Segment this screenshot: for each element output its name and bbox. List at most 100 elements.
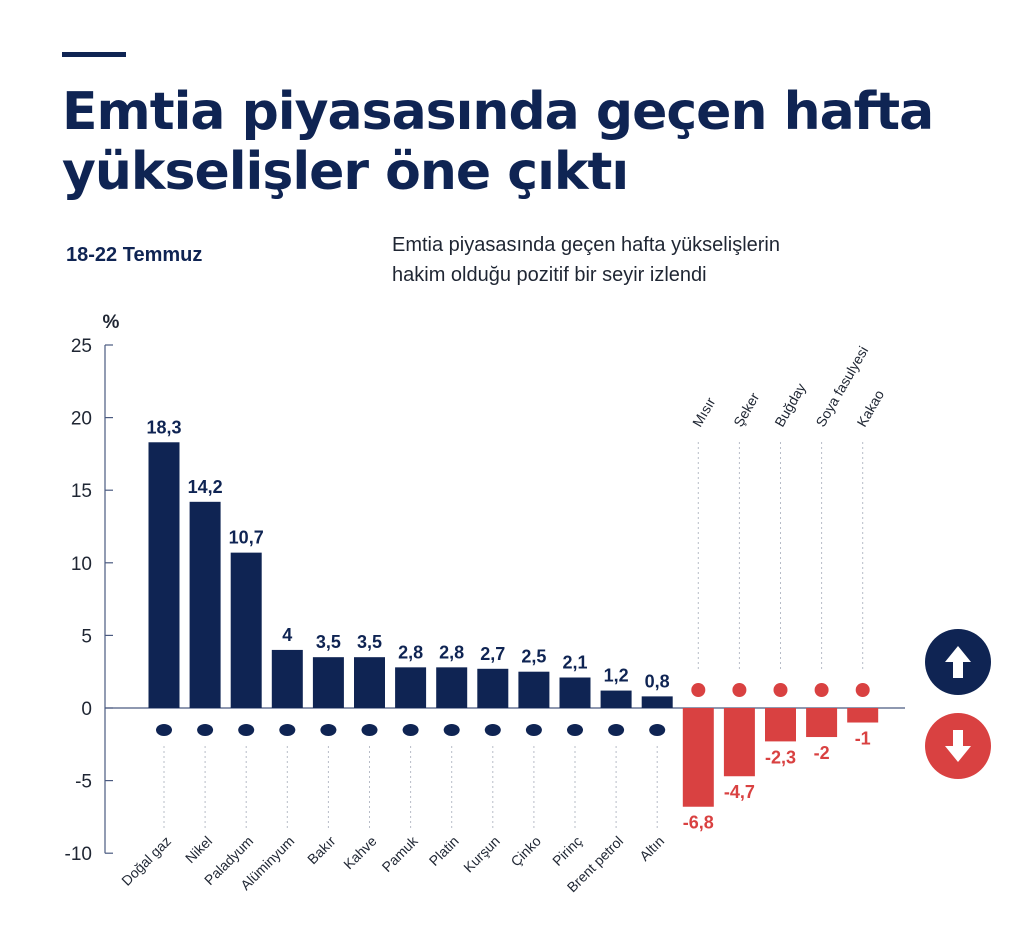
title-line-1: Emtia piyasasında geçen hafta xyxy=(62,82,934,142)
cocoa-icon xyxy=(855,683,870,697)
corn-icon xyxy=(691,683,706,697)
value-label: 1,2 xyxy=(604,666,629,686)
title-line-2: yükselişler öne çıktı xyxy=(62,142,629,202)
arrow-up-icon xyxy=(925,629,991,695)
category-label: Doğal gaz xyxy=(118,833,174,889)
bar-14 xyxy=(723,708,755,777)
bar-3 xyxy=(271,649,303,708)
wheat-icon xyxy=(773,683,788,697)
category-label: Buğday xyxy=(771,380,809,429)
sugar-icon xyxy=(732,683,747,697)
value-label: 0,8 xyxy=(645,671,670,691)
value-label: 3,5 xyxy=(316,632,341,652)
category-label: Nikel xyxy=(182,833,215,866)
description-line-2: hakim olduğu pozitif bir seyir izlendi xyxy=(392,264,707,286)
icon-shape xyxy=(279,724,296,736)
metal-bar-icon xyxy=(649,724,666,736)
y-tick-label: 20 xyxy=(71,409,92,430)
y-tick-label: 10 xyxy=(71,554,92,575)
bar-11 xyxy=(600,690,632,708)
icon-shape xyxy=(525,724,542,736)
metal-bar-icon xyxy=(238,724,255,736)
value-label: 18,3 xyxy=(146,417,181,437)
icon-shape xyxy=(361,724,378,736)
page-title: Emtia piyasasında geçen hafta yükselişle… xyxy=(62,82,962,202)
value-label: 2,5 xyxy=(521,647,546,667)
title-accent-rule xyxy=(62,52,126,57)
icon-shape xyxy=(773,683,788,697)
category-label: Altın xyxy=(636,833,667,864)
bar-16 xyxy=(806,708,838,738)
icon-shape xyxy=(443,724,460,736)
coffee-bean-icon xyxy=(361,724,378,736)
down-arrow-shape xyxy=(945,730,971,762)
bar-2 xyxy=(230,552,262,708)
category-label: Platin xyxy=(426,833,462,869)
value-label: -1 xyxy=(855,729,871,749)
chart-description: Emtia piyasasında geçen hafta yükselişle… xyxy=(392,230,912,290)
value-label: 2,8 xyxy=(439,642,464,662)
bar-9 xyxy=(518,671,550,708)
y-tick-label: -10 xyxy=(65,844,92,865)
metal-bar-icon xyxy=(525,724,542,736)
value-label: 2,7 xyxy=(480,644,505,664)
value-label: -2,3 xyxy=(765,747,796,767)
bar-4 xyxy=(312,657,344,708)
y-tick-label: 5 xyxy=(81,626,92,647)
icon-shape xyxy=(320,724,337,736)
icon-shape xyxy=(691,683,706,697)
up-arrow-shape xyxy=(945,646,971,678)
bar-10 xyxy=(559,677,591,708)
icon-shape xyxy=(156,724,172,736)
y-tick-label: 15 xyxy=(71,481,92,502)
date-range: 18-22 Temmuz xyxy=(66,244,203,266)
soybean-icon xyxy=(814,683,829,697)
icon-shape xyxy=(197,724,214,736)
category-label: Mısır xyxy=(689,394,719,429)
icon-shape xyxy=(732,683,747,697)
bar-7 xyxy=(436,667,468,708)
y-tick-label: -5 xyxy=(75,772,92,793)
icon-shape xyxy=(484,724,501,736)
bar-13 xyxy=(682,708,714,807)
rice-sack-icon xyxy=(567,724,583,736)
icon-shape xyxy=(238,724,255,736)
y-tick-label: 25 xyxy=(71,336,92,357)
description-line-1: Emtia piyasasında geçen hafta yükselişle… xyxy=(392,234,780,256)
icon-shape xyxy=(814,683,829,697)
bar-17 xyxy=(847,708,879,723)
bar-15 xyxy=(765,708,796,742)
category-label: Pirinç xyxy=(549,833,585,869)
metal-bar-icon xyxy=(443,724,460,736)
value-label: 14,2 xyxy=(188,477,223,497)
value-label: -2 xyxy=(814,743,830,763)
arrow-down-icon xyxy=(925,713,991,779)
icon-shape xyxy=(402,724,419,736)
icon-shape xyxy=(608,724,625,736)
flame-icon xyxy=(156,724,172,736)
bar-6 xyxy=(395,667,427,708)
metal-bar-icon xyxy=(197,724,214,736)
metal-bar-icon xyxy=(484,724,501,736)
value-label: 2,8 xyxy=(398,642,423,662)
bar-12 xyxy=(641,696,673,708)
bar-0 xyxy=(148,442,180,708)
category-label: Çinko xyxy=(507,833,544,870)
category-label: Bakır xyxy=(304,833,339,868)
value-label: 10,7 xyxy=(229,528,264,548)
y-tick-label: 0 xyxy=(81,699,92,720)
oil-barrel-icon xyxy=(608,724,625,736)
category-label: Kakao xyxy=(853,387,887,430)
value-label: 4 xyxy=(282,625,292,645)
bar-5 xyxy=(354,657,385,708)
category-label: Kurşun xyxy=(460,833,503,876)
y-axis-unit-label: % xyxy=(103,312,120,333)
bar-1 xyxy=(189,501,221,708)
category-label: Şeker xyxy=(730,390,762,430)
bar-8 xyxy=(477,668,509,708)
value-label: -6,8 xyxy=(683,813,714,833)
value-label: -4,7 xyxy=(724,782,755,802)
icon-shape xyxy=(855,683,870,697)
category-label: Pamuk xyxy=(379,832,422,875)
